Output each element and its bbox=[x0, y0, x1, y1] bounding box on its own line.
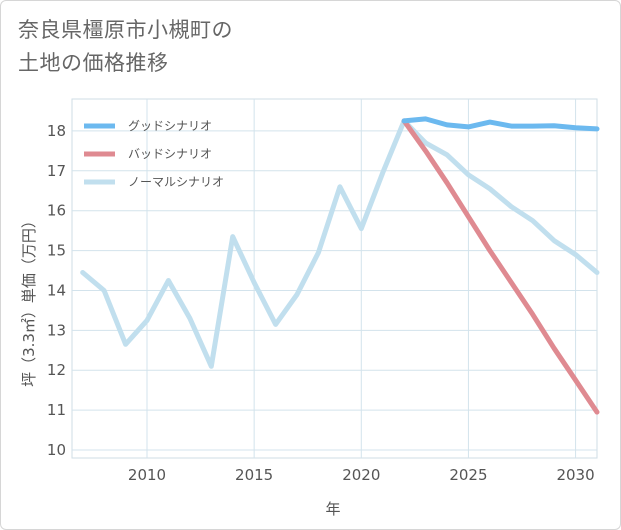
y-tick-labels: 10 11 12 13 14 15 16 17 18 bbox=[47, 122, 66, 459]
x-tick-label: 2010 bbox=[128, 466, 166, 484]
y-tick-label: 15 bbox=[47, 242, 66, 260]
series-lines bbox=[80, 116, 600, 415]
y-tick-label: 11 bbox=[47, 401, 66, 419]
x-tick-label: 2020 bbox=[342, 466, 380, 484]
chart-title: 奈良県橿原市小槻町の 土地の価格推移 bbox=[18, 14, 233, 80]
x-tick-label: 2030 bbox=[556, 466, 594, 484]
x-tick-label: 2015 bbox=[235, 466, 273, 484]
chart-title-line1: 奈良県橿原市小槻町の bbox=[18, 18, 233, 42]
legend-label: バッドシナリオ bbox=[128, 147, 212, 161]
legend-label: ノーマルシナリオ bbox=[128, 175, 224, 189]
grid-lines bbox=[72, 99, 597, 458]
x-axis-label: 年 bbox=[325, 500, 340, 518]
y-tick-label: 18 bbox=[47, 122, 66, 140]
y-tick-label: 10 bbox=[47, 441, 66, 459]
y-tick-label: 16 bbox=[47, 202, 66, 220]
y-tick-label: 13 bbox=[47, 321, 66, 339]
x-tick-label: 2025 bbox=[449, 466, 487, 484]
y-tick-label: 14 bbox=[47, 281, 66, 299]
chart-title-line2: 土地の価格推移 bbox=[18, 51, 169, 75]
series-line-normal bbox=[80, 118, 600, 369]
series-line-good bbox=[401, 116, 600, 132]
y-tick-label: 17 bbox=[47, 162, 66, 180]
y-tick-label: 12 bbox=[47, 361, 66, 379]
legend-label: グッドシナリオ bbox=[128, 119, 212, 133]
y-axis-label: 坪（3.3㎡）単価（万円） bbox=[20, 213, 38, 387]
series-line-bad bbox=[401, 118, 600, 415]
x-tick-labels: 2010 2015 2020 2025 2030 bbox=[128, 466, 595, 484]
